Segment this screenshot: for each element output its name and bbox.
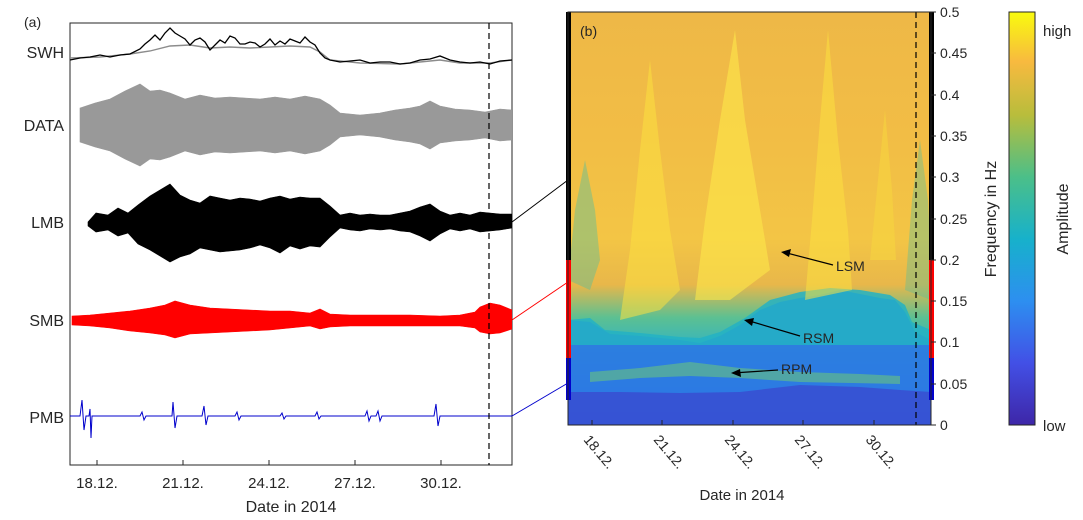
connector-lmb [511, 179, 569, 223]
spectrogram-rpm-ridge [590, 362, 900, 384]
panel-b-ytick-label: 0.1 [940, 334, 960, 350]
spectrogram-deep-band [568, 385, 931, 425]
series-label-pmb: PMB [29, 410, 64, 427]
annotation-rpm: RPM [731, 361, 812, 377]
spectrogram-yellow-plume-1 [620, 60, 680, 320]
panel-b-xtick-label: 21.12. [651, 432, 688, 472]
panel-b-xlabel: Date in 2014 [699, 487, 784, 504]
panel-a-x-ticks [96, 460, 442, 465]
panel-b-xtick-label: 27.12. [792, 432, 829, 472]
colorbar-title: Amplitude [1055, 183, 1072, 254]
panel-b-xtick-label: 18.12. [581, 432, 618, 472]
panel-a-xtick-label: 30.12. [420, 475, 462, 492]
spectrogram-yellow-plume-4 [870, 110, 896, 260]
series-label-data: DATA [24, 118, 65, 135]
panel-a-xlabel: Date in 2014 [246, 499, 337, 516]
annotation-rpm-label: RPM [781, 361, 812, 377]
swh-gray-line [70, 44, 512, 65]
annotation-rsm-label: RSM [803, 330, 834, 346]
panel-b-ytick-label: 0.3 [940, 169, 960, 185]
connector-smb [511, 281, 569, 321]
colorbar-low-label: low [1043, 418, 1066, 435]
series-label-lmb: LMB [31, 215, 64, 232]
pmb-line [70, 399, 512, 439]
panel-b-ytick-label: 0.2 [940, 252, 960, 268]
panel-a-xtick-label: 18.12. [76, 475, 118, 492]
panel-b-x-ticks [591, 420, 875, 425]
connector-pmb [511, 382, 569, 417]
panel-a: (a) SWH DATA LMB SMB PMB [24, 14, 513, 516]
panel-b-ytick-label: 0.15 [940, 293, 967, 309]
panel-a-label: (a) [24, 14, 41, 30]
swh-black-line [70, 27, 512, 65]
panel-b-xtick-label: 24.12. [722, 432, 759, 472]
colorbar: high low Amplitude [1008, 11, 1072, 435]
panel-b-xtick-label: 30.12. [863, 432, 900, 472]
lmb-envelope [87, 183, 512, 263]
annotation-lsm: LSM [781, 249, 865, 274]
panel-b-y-ticks [931, 11, 936, 426]
spectrogram-right-cyan [905, 140, 931, 300]
spectrogram-yellow-plume-3 [805, 30, 852, 300]
spectrogram-mid-teal [568, 288, 931, 345]
panel-b: (b) LSM RSM RPM [566, 4, 1000, 504]
band-connectors [511, 179, 569, 417]
spectrogram-yellow-plume-2 [695, 30, 770, 300]
panel-b-ytick-label: 0.4 [940, 87, 960, 103]
panel-a-xtick-label: 21.12. [162, 475, 204, 492]
data-envelope [79, 83, 512, 167]
panel-b-ytick-label: 0.35 [940, 128, 967, 144]
panel-b-ytick-label: 0 [940, 417, 948, 433]
annotation-rsm: RSM [744, 318, 834, 346]
panel-a-xtick-label: 24.12. [248, 475, 290, 492]
colorbar-gradient [1008, 11, 1036, 426]
panel-a-xtick-label: 27.12. [334, 475, 376, 492]
panel-b-ytick-label: 0.5 [940, 4, 960, 20]
panel-b-ytick-label: 0.05 [940, 376, 967, 392]
colorbar-high-label: high [1043, 23, 1071, 40]
annotation-lsm-label: LSM [836, 258, 865, 274]
series-label-swh: SWH [27, 45, 64, 62]
series-label-smb: SMB [29, 313, 64, 330]
smb-envelope [71, 300, 512, 339]
panel-b-ylabel: Frequency in Hz [983, 161, 1000, 278]
panel-b-ytick-label: 0.25 [940, 211, 967, 227]
panel-b-ytick-label: 0.45 [940, 45, 967, 61]
spectrogram-left-cyan [568, 160, 600, 290]
panel-b-label: (b) [580, 23, 597, 39]
